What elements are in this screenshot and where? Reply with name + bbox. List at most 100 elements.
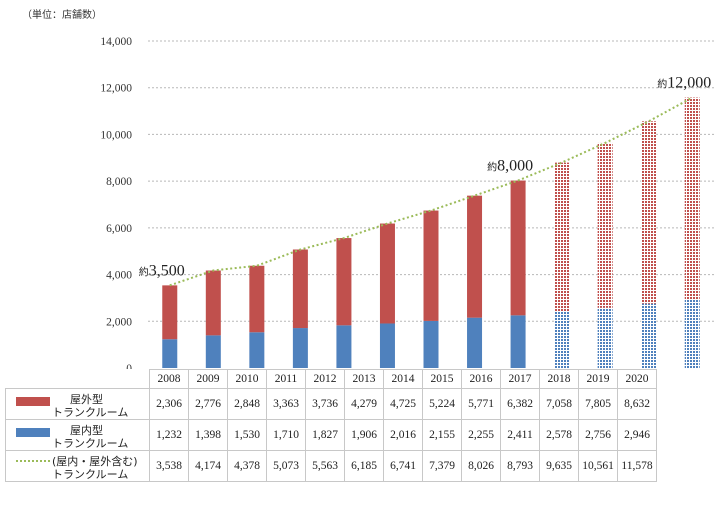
table-cell: 5,073 bbox=[266, 450, 306, 482]
y-tick-label: 14,000 bbox=[100, 36, 132, 48]
legend-text: トランクルーム bbox=[52, 406, 129, 419]
legend-text: 屋外型 bbox=[70, 393, 103, 406]
table-cell: 6,382 bbox=[500, 388, 540, 420]
year-cell: 2010 bbox=[227, 369, 267, 389]
year-cell: 2020 bbox=[617, 369, 657, 389]
table-cell: 3,736 bbox=[305, 388, 345, 420]
legend-swatch-dotted bbox=[16, 460, 50, 462]
table-cell: 2,255 bbox=[461, 419, 501, 451]
y-axis: 0 2,000 4,000 6,000 8,000 10,000 12,000 14,000 bbox=[100, 36, 132, 369]
table-cell: 7,058 bbox=[539, 388, 579, 420]
bar-indoor bbox=[641, 303, 657, 368]
bar-outdoor bbox=[597, 142, 613, 308]
bar-indoor bbox=[292, 328, 308, 368]
annotation-label: 約8,000 bbox=[487, 158, 533, 175]
table-row-total: (屋内・屋外含む) トランクルーム 3,538 4,174 4,378 5,07… bbox=[5, 450, 657, 482]
table-cell: 6,741 bbox=[383, 450, 423, 482]
y-tick-label: 6,000 bbox=[106, 223, 132, 235]
bar-outdoor bbox=[162, 285, 178, 340]
bar-indoor bbox=[336, 325, 352, 368]
table-header-row: 2008 2009 2010 2011 2012 2013 2014 2015 … bbox=[5, 369, 657, 389]
y-tick-label: 8,000 bbox=[106, 176, 132, 188]
data-table: 2008 2009 2010 2011 2012 2013 2014 2015 … bbox=[5, 369, 657, 482]
bar-outdoor bbox=[292, 249, 308, 329]
y-tick-label: 12,000 bbox=[100, 83, 132, 95]
bar-indoor bbox=[162, 339, 178, 368]
legend-indoor: 屋内型 トランクルーム bbox=[5, 419, 150, 451]
table-cell: 11,578 bbox=[617, 450, 657, 482]
bar-outdoor bbox=[379, 223, 395, 324]
bar-indoor bbox=[467, 317, 483, 368]
table-row-indoor: 屋内型 トランクルーム 1,232 1,398 1,530 1,710 1,82… bbox=[5, 419, 657, 451]
legend-text: (屋内・屋外含む) bbox=[52, 455, 138, 468]
table-cell: 1,530 bbox=[227, 419, 267, 451]
table-cell: 2,016 bbox=[383, 419, 423, 451]
table-cell: 4,174 bbox=[188, 450, 228, 482]
table-cell: 4,279 bbox=[344, 388, 384, 420]
legend-swatch-blue bbox=[16, 428, 50, 437]
bar-indoor bbox=[597, 307, 613, 368]
total-series-line bbox=[169, 96, 693, 287]
table-cell: 6,185 bbox=[344, 450, 384, 482]
bar-outdoor bbox=[423, 210, 439, 321]
table-cell: 1,232 bbox=[149, 419, 189, 451]
annotation-label: 約12,000 bbox=[657, 75, 711, 92]
table-cell: 2,578 bbox=[539, 419, 579, 451]
year-cell: 2011 bbox=[266, 369, 306, 389]
table-cell: 7,805 bbox=[578, 388, 618, 420]
table-cell: 7,379 bbox=[422, 450, 462, 482]
table-cell: 8,632 bbox=[617, 388, 657, 420]
bar-indoor bbox=[554, 311, 570, 368]
table-cell: 8,793 bbox=[500, 450, 540, 482]
bar-outdoor bbox=[249, 265, 265, 333]
table-cell: 3,538 bbox=[149, 450, 189, 482]
legend-text: トランクルーム bbox=[52, 468, 129, 481]
table-cell: 4,725 bbox=[383, 388, 423, 420]
legend-swatch-red bbox=[16, 397, 50, 406]
table-cell: 2,776 bbox=[188, 388, 228, 420]
year-cell: 2014 bbox=[383, 369, 423, 389]
table-cell: 2,946 bbox=[617, 419, 657, 451]
bar-outdoor bbox=[641, 121, 657, 304]
table-cell: 1,906 bbox=[344, 419, 384, 451]
table-cell: 4,378 bbox=[227, 450, 267, 482]
y-tick-label: 4,000 bbox=[106, 270, 132, 282]
legend-text: 屋内型 bbox=[70, 424, 103, 437]
year-cell: 2012 bbox=[305, 369, 345, 389]
annotations: 約3,500 約8,000 約12,000 bbox=[139, 75, 711, 280]
bar-chart: 02,0004,0006,0008,00010,00012,00014,000 … bbox=[100, 36, 714, 369]
unit-label: （単位：店舗数） bbox=[22, 10, 102, 21]
year-cell: 2016 bbox=[461, 369, 501, 389]
bar-indoor bbox=[379, 323, 395, 368]
table-cell: 3,363 bbox=[266, 388, 306, 420]
table-cell: 5,771 bbox=[461, 388, 501, 420]
bar-outdoor bbox=[336, 238, 352, 326]
bar-outdoor bbox=[467, 195, 483, 318]
year-cell: 2008 bbox=[149, 369, 189, 389]
bar-indoor bbox=[249, 332, 265, 368]
bar-outdoor bbox=[510, 180, 526, 316]
bar-indoor bbox=[510, 315, 526, 368]
year-cell: 2009 bbox=[188, 369, 228, 389]
bar-outdoor bbox=[205, 270, 221, 336]
bar-outdoor bbox=[554, 162, 570, 312]
legend-outdoor: 屋外型 トランクルーム bbox=[5, 388, 150, 420]
table-cell: 2,155 bbox=[422, 419, 462, 451]
table-row-outdoor: 屋外型 トランクルーム 2,306 2,776 2,848 3,363 3,73… bbox=[5, 388, 657, 420]
bar-indoor bbox=[423, 320, 439, 368]
year-cell: 2018 bbox=[539, 369, 579, 389]
y-tick-label: 2,000 bbox=[106, 316, 132, 328]
table-cell: 1,827 bbox=[305, 419, 345, 451]
bar-outdoor bbox=[684, 97, 700, 300]
table-cell: 8,026 bbox=[461, 450, 501, 482]
table-cell: 5,224 bbox=[422, 388, 462, 420]
year-cell: 2015 bbox=[422, 369, 462, 389]
table-cell: 2,306 bbox=[149, 388, 189, 420]
annotation-label: 約3,500 bbox=[139, 262, 185, 279]
year-cell: 2013 bbox=[344, 369, 384, 389]
table-cell: 5,563 bbox=[305, 450, 345, 482]
total-line bbox=[169, 96, 693, 287]
table-cell: 2,756 bbox=[578, 419, 618, 451]
table-cell: 9,635 bbox=[539, 450, 579, 482]
legend-total: (屋内・屋外含む) トランクルーム bbox=[5, 450, 150, 482]
